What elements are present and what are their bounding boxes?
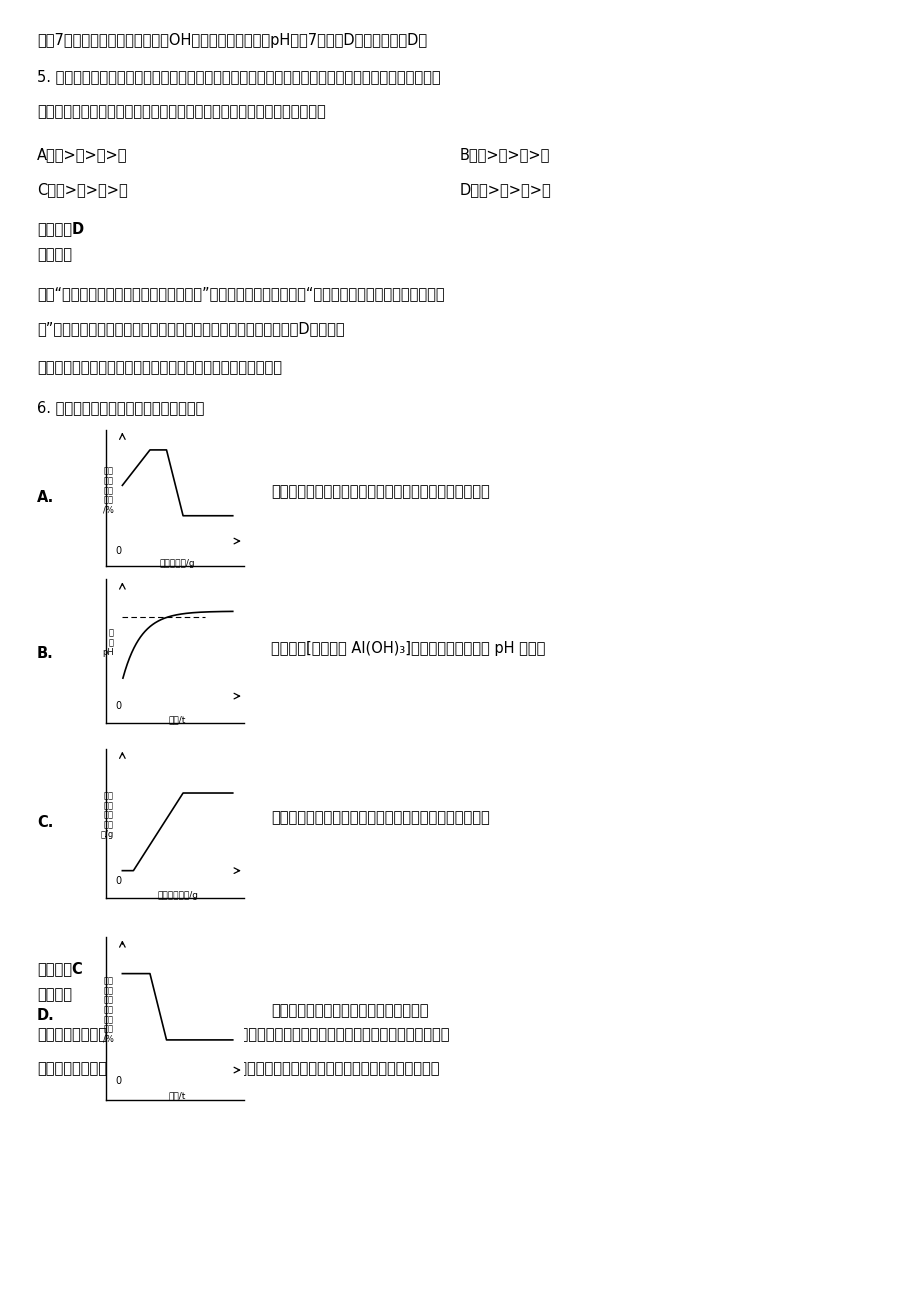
Text: 硝酸
铜的
质量
分数
/%: 硝酸 铜的 质量 分数 /% (103, 466, 113, 514)
Text: D.: D. (37, 1008, 54, 1023)
Text: 因为“只有甲在自然界主要以单质形式存在”可说明甲的活动性最弱。“丁盐的水溶液不能用乙制的容器盛: 因为“只有甲在自然界主要以单质形式存在”可说明甲的活动性最弱。“丁盐的水溶液不能… (37, 286, 444, 302)
Text: 0: 0 (115, 876, 121, 887)
Text: 5. 有甲、乙、丙、丁四种金属。只有甲在自然界主要以单质形式存在。丁盐的水溶液不能用乙制的容器: 5. 有甲、乙、丙、丁四种金属。只有甲在自然界主要以单质形式存在。丁盐的水溶液不… (37, 69, 440, 85)
Text: 0: 0 (115, 702, 121, 711)
Text: 鐵粉的质量/g: 鐵粉的质量/g (160, 560, 195, 568)
Text: 时间/t: 时间/t (169, 715, 186, 724)
Text: 固体
中二
氧化
锰的
质量
分数
/%: 固体 中二 氧化 锰的 质量 分数 /% (103, 976, 113, 1043)
Text: B．丙>丁>乙>甲: B．丙>丁>乙>甲 (460, 147, 550, 163)
Text: 加热一定量氯酸锇和二氧化锰固体混合物: 加热一定量氯酸锇和二氧化锰固体混合物 (271, 1003, 428, 1018)
Text: 溶液
中铜
元素
的质
量/g: 溶液 中铜 元素 的质 量/g (100, 792, 113, 838)
Text: C.: C. (37, 815, 53, 831)
Text: 向盛有一定量氧化铜粉末的烧杯中不断加入稀硫酸至过量: 向盛有一定量氧化铜粉末的烧杯中不断加入稀硫酸至过量 (271, 810, 490, 825)
Text: D．乙>丁>丙>甲: D．乙>丁>丙>甲 (460, 182, 551, 198)
Text: C．丙>乙>丁>甲: C．丙>乙>丁>甲 (37, 182, 128, 198)
Text: 等于7，氮氧化锇溶液含有大量的OH－，溶液显碱性，故pH大于7，选项D正确。故选：D。: 等于7，氮氧化锇溶液含有大量的OH－，溶液显碱性，故pH大于7，选项D正确。故选… (37, 33, 426, 48)
Text: 在一定量的硝酸银和硝酸铜的混合溶液中加入鐵粉至过量: 在一定量的硝酸银和硝酸铜的混合溶液中加入鐵粉至过量 (271, 484, 490, 500)
Text: 放”但可用丙制的容器盛放。说明丁的活动性比乙弱，比丙强。因此D项正确。: 放”但可用丙制的容器盛放。说明丁的活动性比乙弱，比丙强。因此D项正确。 (37, 322, 344, 337)
Text: 【答案】C: 【答案】C (37, 961, 83, 976)
Text: 0: 0 (115, 546, 121, 556)
Text: 【解析】: 【解析】 (37, 987, 72, 1003)
Text: 盛放，但可用丙制的容器盛放。这四种金属的活动性由强到弱的顺序是（）: 盛放，但可用丙制的容器盛放。这四种金属的活动性由强到弱的顺序是（） (37, 104, 325, 120)
Text: 点评：可根据金属与盐溶液是否反应平判断金属的活动性强弱。: 点评：可根据金属与盐溶液是否反应平判断金属的活动性强弱。 (37, 361, 281, 376)
Text: 6. 下列图像能正确反映对应变化关系的是: 6. 下列图像能正确反映对应变化关系的是 (37, 400, 204, 415)
Text: A．甲>乙>丁>丙: A．甲>乙>丁>丙 (37, 147, 127, 163)
Text: A.: A. (37, 490, 54, 505)
Text: 稀硫酸的质量/g: 稀硫酸的质量/g (157, 891, 198, 900)
Text: 胃
液
pH: 胃 液 pH (102, 629, 113, 658)
Text: 0: 0 (115, 1075, 121, 1086)
Text: 根据所学知识和题中信息知，A、在一定量的硝酸银和硝酸铜的混合溶液中加入鐵粉至过量，鐵比铜活泼，: 根据所学知识和题中信息知，A、在一定量的硝酸银和硝酸铜的混合溶液中加入鐵粉至过量… (37, 1026, 448, 1042)
Text: B.: B. (37, 646, 53, 661)
Text: 【解析】: 【解析】 (37, 247, 72, 263)
Text: 【答案】D: 【答案】D (37, 221, 84, 237)
Text: 用胃舐平[主要成分 Al(OH)₃]治疗胃酸过多时胃液 pH 的情况: 用胃舐平[主要成分 Al(OH)₃]治疗胃酸过多时胃液 pH 的情况 (271, 641, 545, 656)
Text: 铜比银活泼，鐵与硝酸银溶液反应生成硝酸亚鐵和银，鐵与硝酸铜溶液反应生成硝酸亚鐵和铜，硝酸铜的: 铜比银活泼，鐵与硝酸银溶液反应生成硝酸亚鐵和银，鐵与硝酸铜溶液反应生成硝酸亚鐵和… (37, 1061, 439, 1077)
Text: 时间/t: 时间/t (169, 1092, 186, 1100)
